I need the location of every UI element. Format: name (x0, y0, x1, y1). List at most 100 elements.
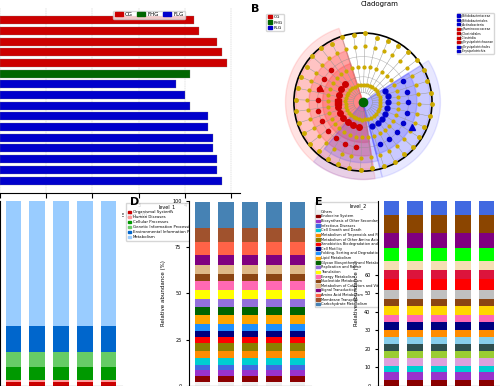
Bar (290, 358, 306, 365)
Bar (384, 270, 399, 279)
Bar (408, 366, 423, 372)
Bar (455, 330, 470, 337)
Bar (0, 91, 185, 99)
Bar (266, 281, 281, 290)
Bar (6, 352, 21, 367)
Bar (194, 242, 210, 256)
Bar (194, 331, 210, 337)
Bar (242, 382, 258, 386)
Bar (194, 307, 210, 315)
Bar (194, 358, 210, 365)
Bar (432, 366, 447, 372)
Bar (6, 326, 21, 352)
Bar (242, 290, 258, 299)
Bar (194, 376, 210, 382)
Bar (455, 215, 470, 233)
Bar (242, 201, 258, 228)
Bar (242, 242, 258, 256)
Bar (455, 192, 470, 215)
Bar (0, 176, 222, 185)
Bar (242, 358, 258, 365)
Bar (77, 379, 92, 382)
Bar (290, 201, 306, 228)
Bar (266, 307, 281, 315)
Bar (384, 330, 399, 337)
Polygon shape (363, 73, 417, 154)
Bar (432, 215, 447, 233)
Bar (218, 242, 234, 256)
Bar (408, 215, 423, 233)
Bar (194, 351, 210, 358)
Bar (479, 192, 494, 215)
Bar (290, 274, 306, 281)
Bar (432, 315, 447, 322)
Bar (194, 274, 210, 281)
Bar (455, 337, 470, 344)
Bar (384, 358, 399, 366)
Legend: Others, Endocrine System, Biosynthesis of Other Secondary Metabolites, Infectiou: Others, Endocrine System, Biosynthesis o… (315, 202, 402, 307)
Bar (432, 233, 447, 248)
Bar (432, 192, 447, 215)
Bar (77, 326, 92, 352)
Bar (242, 351, 258, 358)
Bar (290, 228, 306, 242)
Bar (266, 290, 281, 299)
Bar (455, 379, 470, 386)
Bar (53, 379, 68, 382)
Bar (290, 344, 306, 351)
Bar (218, 324, 234, 331)
Polygon shape (314, 102, 382, 179)
Bar (194, 382, 210, 386)
Bar (479, 233, 494, 248)
Bar (0, 37, 218, 46)
Bar (242, 315, 258, 324)
Bar (455, 248, 470, 261)
Bar (384, 279, 399, 290)
Bar (194, 315, 210, 324)
Bar (408, 270, 423, 279)
Bar (218, 281, 234, 290)
Bar (77, 201, 92, 326)
Bar (384, 299, 399, 306)
Bar (432, 322, 447, 330)
Bar (194, 365, 210, 370)
Bar (290, 337, 306, 344)
Bar (242, 365, 258, 370)
Bar (101, 379, 116, 382)
Bar (455, 366, 470, 372)
Bar (384, 379, 399, 386)
Bar (6, 382, 21, 386)
Bar (53, 367, 68, 379)
Bar (0, 166, 218, 174)
Bar (218, 274, 234, 281)
Bar (242, 376, 258, 382)
Bar (266, 299, 281, 307)
Bar (242, 324, 258, 331)
Text: E: E (314, 197, 322, 207)
Bar (218, 370, 234, 376)
Bar (194, 299, 210, 307)
Bar (384, 215, 399, 233)
Bar (290, 370, 306, 376)
Bar (0, 123, 208, 131)
Bar (101, 326, 116, 352)
Bar (266, 324, 281, 331)
Bar (266, 365, 281, 370)
Bar (30, 201, 45, 326)
Bar (290, 382, 306, 386)
Bar (242, 370, 258, 376)
Bar (290, 307, 306, 315)
Bar (30, 367, 45, 379)
Bar (0, 59, 226, 67)
Bar (218, 307, 234, 315)
Bar (432, 337, 447, 344)
Bar (218, 337, 234, 344)
Bar (408, 299, 423, 306)
Bar (30, 379, 45, 382)
Legend: o_Bifidobacteriaceae, o_Bifidobacteriales, c_Actinobacteria, p_Ruminococcaceae, : o_Bifidobacteriaceae, o_Bifidobacteriale… (456, 13, 494, 54)
Bar (6, 367, 21, 379)
Bar (218, 358, 234, 365)
Bar (0, 134, 212, 142)
Bar (290, 265, 306, 274)
Bar (53, 326, 68, 352)
